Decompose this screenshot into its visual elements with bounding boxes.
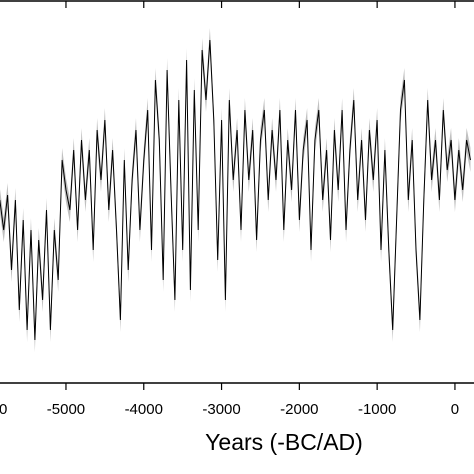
data-line <box>0 39 471 341</box>
uncertainty-band <box>0 28 471 352</box>
x-tick-label: 0 <box>451 401 459 418</box>
x-tick-label: -5000 <box>47 401 85 418</box>
x-axis-label: Years (-BC/AD) <box>205 429 363 455</box>
x-tick-label: -2000 <box>280 401 318 418</box>
x-tick-label: -1000 <box>358 401 396 418</box>
x-tick-label: -4000 <box>125 401 163 418</box>
x-tick-label: -3000 <box>202 401 240 418</box>
x-tick-label: -6000 <box>0 401 7 418</box>
